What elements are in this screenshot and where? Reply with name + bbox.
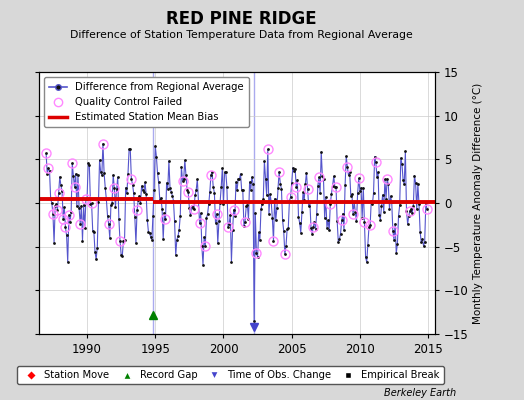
Legend: Station Move, Record Gap, Time of Obs. Change, Empirical Break: Station Move, Record Gap, Time of Obs. C… — [17, 366, 444, 384]
Text: Difference of Station Temperature Data from Regional Average: Difference of Station Temperature Data f… — [70, 30, 412, 40]
Text: Berkeley Earth: Berkeley Earth — [384, 388, 456, 398]
Y-axis label: Monthly Temperature Anomaly Difference (°C): Monthly Temperature Anomaly Difference (… — [473, 82, 483, 324]
Text: RED PINE RIDGE: RED PINE RIDGE — [166, 10, 316, 28]
Legend: Difference from Regional Average, Quality Control Failed, Estimated Station Mean: Difference from Regional Average, Qualit… — [45, 77, 249, 127]
